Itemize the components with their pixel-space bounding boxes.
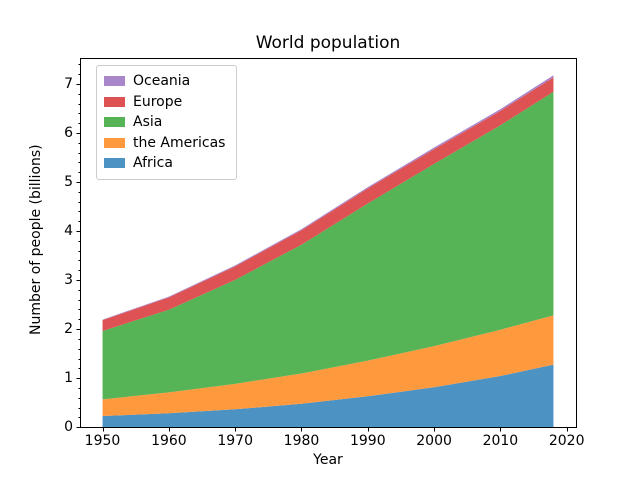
legend-item-asia: Asia — [104, 112, 225, 133]
x-tick-label: 2010 — [482, 433, 519, 449]
legend-swatch-africa — [104, 158, 125, 169]
x-axis-label: Year — [313, 452, 343, 468]
x-tick-label: 1950 — [84, 433, 121, 449]
axes-frame — [80, 58, 577, 428]
chart-title: World population — [255, 33, 401, 53]
area-africa — [102, 364, 554, 428]
y-tick-label: 2 — [64, 321, 73, 338]
legend-label: Europe — [133, 93, 183, 110]
x-tick-label: 2020 — [548, 433, 585, 449]
legend: Oceania Europe Asia the Americas Africa — [96, 65, 238, 180]
legend-label: Africa — [133, 155, 173, 172]
x-tick-label: 1960 — [151, 433, 187, 449]
y-tick-label: 0 — [64, 419, 73, 436]
tick-marks — [76, 64, 568, 432]
x-tick-label: 2000 — [416, 433, 452, 449]
legend-item-africa: Africa — [104, 153, 225, 174]
x-tick-label: 1990 — [349, 433, 386, 449]
legend-swatch-the-americas — [104, 137, 125, 148]
area-europe — [102, 77, 554, 331]
legend-item-oceania: Oceania — [104, 71, 225, 92]
legend-item-the-americas: the Americas — [104, 133, 225, 154]
legend-label: Oceania — [133, 73, 191, 90]
y-tick-label: 5 — [64, 174, 73, 190]
area-asia — [102, 91, 554, 400]
y-tick-label: 7 — [64, 75, 73, 92]
legend-swatch-asia — [104, 117, 125, 128]
y-tick-label: 3 — [64, 272, 73, 289]
y-tick-label: 1 — [64, 370, 73, 387]
y-tick-label: 4 — [64, 223, 73, 239]
legend-item-europe: Europe — [104, 92, 225, 113]
legend-swatch-oceania — [104, 76, 125, 87]
legend-swatch-europe — [104, 96, 125, 107]
legend-label: Asia — [133, 114, 163, 131]
legend-label: the Americas — [133, 134, 226, 151]
y-tick-label: 6 — [64, 124, 73, 141]
x-tick-label: 1980 — [283, 433, 320, 449]
area-the-americas — [102, 315, 554, 417]
x-tick-label: 1970 — [217, 433, 254, 449]
